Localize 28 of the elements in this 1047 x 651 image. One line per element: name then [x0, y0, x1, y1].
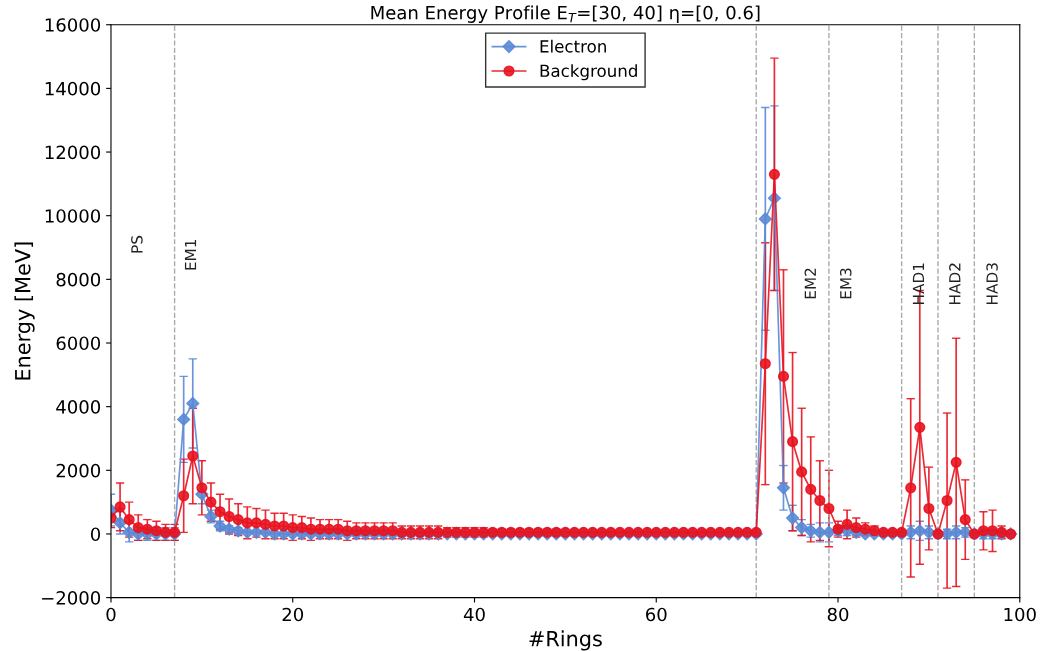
- annotation: HAD2: [949, 263, 961, 304]
- x-tick-label: 60: [646, 607, 667, 622]
- x-tick-label: 0: [106, 607, 116, 622]
- x-tick-label: 80: [827, 607, 849, 622]
- y-axis-title: Energy [MeV]: [14, 242, 35, 380]
- y-tick-label: −2000: [42, 591, 101, 605]
- y-tick-label: 6000: [56, 336, 101, 351]
- annotation: HAD3: [986, 263, 998, 304]
- x-tick-label: 20: [282, 607, 304, 622]
- y-tick-label: 14000: [45, 81, 101, 96]
- annotation: PS: [131, 235, 143, 253]
- y-tick-label: 0: [90, 527, 101, 542]
- legend-label: Electron: [540, 39, 606, 53]
- y-tick-label: 2000: [56, 463, 101, 478]
- y-tick-label: 16000: [45, 18, 101, 32]
- annotation: EM3: [839, 268, 852, 299]
- y-tick-label: 10000: [45, 209, 101, 223]
- y-tick-label: 12000: [45, 145, 101, 160]
- legend-label: Background: [540, 64, 637, 81]
- y-tick-label: 4000: [56, 400, 101, 414]
- chart-title: Mean Energy Profile E$_{T}$=[30, 40] η=[0, 0.6]: [371, 5, 760, 23]
- annotation: EM2: [804, 268, 816, 299]
- annotation: HAD1: [912, 263, 925, 304]
- annotation: EM1: [184, 239, 197, 270]
- x-tick-label: 40: [463, 607, 485, 622]
- x-tick-label: 100: [1004, 607, 1036, 622]
- x-axis-title: #Rings: [529, 630, 602, 651]
- y-tick-label: 8000: [56, 272, 101, 287]
